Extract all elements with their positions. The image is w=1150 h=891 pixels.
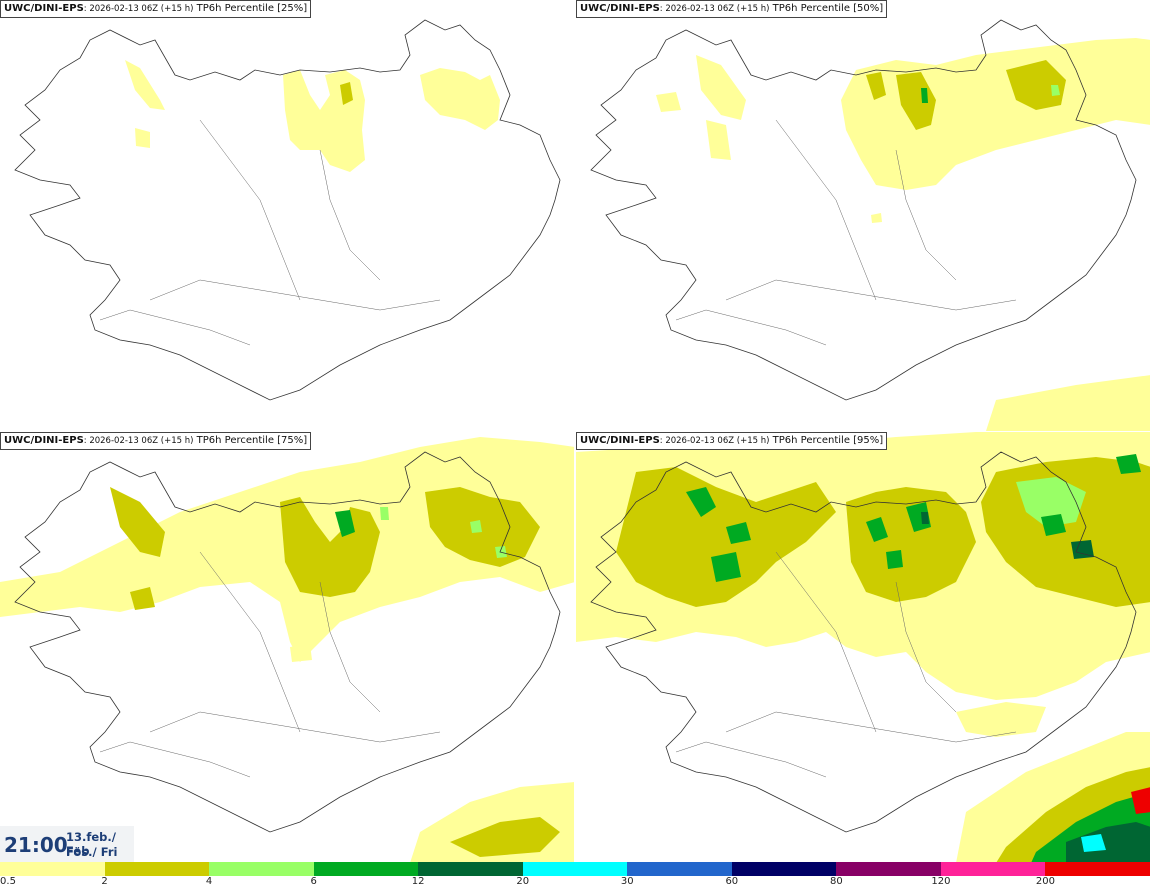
map-p75 bbox=[0, 437, 575, 863]
colorbar-segment bbox=[836, 862, 941, 876]
colorbar-segment bbox=[418, 862, 523, 876]
iceland-coastline bbox=[14, 19, 561, 401]
map-p95 bbox=[576, 432, 1150, 863]
colorbar-label: 12 bbox=[411, 876, 425, 887]
map-panel-p95: UWC/DINI-EPS: 2026-02-13 06Z (+15 h) TP6… bbox=[576, 432, 1150, 863]
map-panel-p75: UWC/DINI-EPS: 2026-02-13 06Z (+15 h) TP6… bbox=[0, 432, 575, 863]
colorbar-label: 20 bbox=[516, 876, 530, 887]
colorbar-segment bbox=[1045, 862, 1150, 876]
model-name: UWC/DINI-EPS bbox=[4, 435, 84, 446]
colorbar-label: 0.5 bbox=[0, 876, 16, 887]
model-name: UWC/DINI-EPS bbox=[580, 3, 660, 14]
field-name: TP6h Percentile [50%] bbox=[772, 3, 884, 14]
run-info: : 2026-02-13 06Z (+15 h) bbox=[83, 436, 194, 446]
colorbar-segment bbox=[940, 862, 1046, 876]
precip-shading bbox=[125, 60, 500, 172]
colorbar-label: 6 bbox=[310, 876, 317, 887]
panel-title: UWC/DINI-EPS: 2026-02-13 06Z (+15 h) TP6… bbox=[0, 432, 312, 450]
iceland-coastline bbox=[590, 19, 1137, 401]
field-name: TP6h Percentile [25%] bbox=[196, 3, 308, 14]
colorbar-segment bbox=[209, 862, 314, 876]
model-name: UWC/DINI-EPS bbox=[580, 435, 660, 446]
colorbar-segment bbox=[731, 862, 837, 876]
valid-time: 21:00 bbox=[4, 833, 68, 857]
field-name: TP6h Percentile [75%] bbox=[196, 435, 308, 446]
model-name: UWC/DINI-EPS bbox=[4, 3, 84, 14]
colorbar-label: 120 bbox=[931, 876, 951, 887]
precip-shading bbox=[0, 437, 575, 863]
valid-weekday: Fös./ Fri bbox=[66, 845, 118, 859]
precip-shading bbox=[656, 38, 1150, 431]
colorbar-label: 4 bbox=[205, 876, 213, 887]
valid-time-box: 21:00 13.feb./ Feb Fös./ Fri bbox=[0, 826, 134, 862]
colorbar bbox=[0, 862, 1150, 876]
map-panel-p50: UWC/DINI-EPS: 2026-02-13 06Z (+15 h) TP6… bbox=[576, 0, 1150, 431]
valid-date: 13.feb./ Feb bbox=[66, 830, 116, 858]
iceland-coastline bbox=[14, 451, 561, 833]
run-info: : 2026-02-13 06Z (+15 h) bbox=[83, 4, 194, 14]
map-panel-p25: UWC/DINI-EPS: 2026-02-13 06Z (+15 h) TP6… bbox=[0, 0, 575, 431]
field-name: TP6h Percentile [95%] bbox=[772, 435, 884, 446]
colorbar-label: 80 bbox=[829, 876, 843, 887]
panel-title: UWC/DINI-EPS: 2026-02-13 06Z (+15 h) TP6… bbox=[0, 0, 312, 18]
panel-title: UWC/DINI-EPS: 2026-02-13 06Z (+15 h) TP6… bbox=[576, 432, 888, 450]
run-info: : 2026-02-13 06Z (+15 h) bbox=[659, 436, 770, 446]
colorbar-segment bbox=[313, 862, 419, 876]
colorbar-label: 30 bbox=[620, 876, 634, 887]
precip-shading bbox=[576, 432, 1150, 863]
map-p25 bbox=[14, 19, 561, 401]
colorbar-segment bbox=[0, 862, 105, 876]
iceland-coastline bbox=[590, 451, 1137, 833]
colorbar-label: 200 bbox=[1035, 876, 1055, 887]
colorbar-label: 60 bbox=[725, 876, 739, 887]
map-p50 bbox=[590, 19, 1150, 431]
colorbar-segment bbox=[627, 862, 732, 876]
colorbar-segment bbox=[104, 862, 210, 876]
colorbar-label: 2 bbox=[101, 876, 108, 887]
run-info: : 2026-02-13 06Z (+15 h) bbox=[659, 4, 770, 14]
panel-divider bbox=[574, 0, 576, 862]
colorbar-segment bbox=[522, 862, 628, 876]
panel-title: UWC/DINI-EPS: 2026-02-13 06Z (+15 h) TP6… bbox=[576, 0, 888, 18]
